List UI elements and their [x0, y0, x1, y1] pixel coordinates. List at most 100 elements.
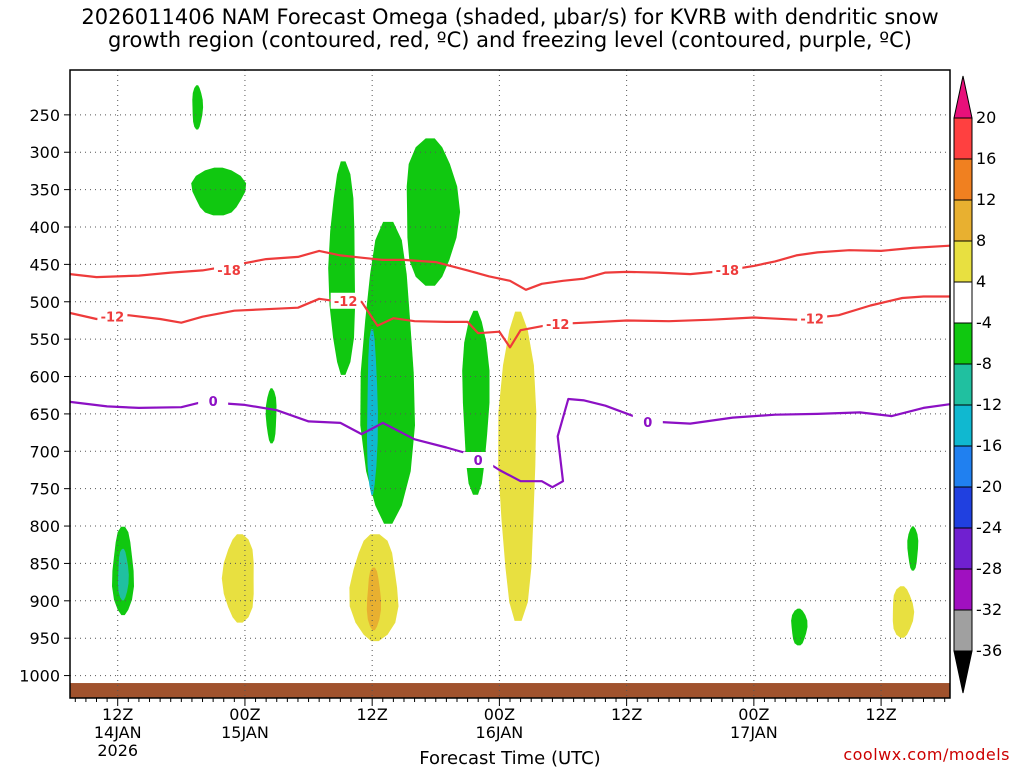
colorbar-label: -36: [976, 641, 1002, 660]
colorbar: 20 16 12 8 4 -4 -8 -12 -16 -20 -24 -28 -32 -36: [953, 75, 1002, 694]
colorbar-label: -8: [976, 354, 992, 373]
contour-label: 0: [209, 395, 218, 410]
colorbar-band: [953, 240, 973, 283]
y-tick-label: 1000: [19, 667, 60, 686]
contour-label-bg: [712, 262, 743, 279]
y-tick-label: 350: [29, 181, 60, 200]
contour-label-bg: [542, 315, 573, 332]
contour-label: 0: [474, 454, 483, 469]
colorbar-label: -12: [976, 395, 1002, 414]
contour-label: -12: [101, 310, 125, 325]
chart-title-line-1: 2026011406 NAM Forecast Omega (shaded, μ…: [81, 5, 939, 29]
colorbar-label: -32: [976, 600, 1002, 619]
contour-label-bg: [97, 308, 128, 325]
ground-surface: [70, 683, 950, 698]
contour-label-bg: [330, 292, 361, 309]
colorbar-label: -20: [976, 477, 1002, 496]
colorbar-bottom-arrow: [953, 650, 973, 694]
colorbar-band: [953, 609, 973, 652]
omega-region: [221, 534, 254, 623]
y-tick-label: 750: [29, 480, 60, 499]
omega-region: [462, 310, 490, 495]
contour-label-bg: [797, 310, 828, 327]
colorbar-label: 4: [976, 272, 986, 291]
colorbar-label: 12: [976, 190, 996, 209]
omega-region: [366, 567, 381, 631]
colorbar-band: [953, 199, 973, 242]
omega-region: [192, 85, 204, 130]
y-tick-label: 600: [29, 368, 60, 387]
colorbar-band: [953, 117, 973, 160]
omega-region: [406, 138, 461, 286]
chart-title-line-2: growth region (contoured, red, ºC) and f…: [108, 28, 912, 52]
colorbar-band: [953, 158, 973, 201]
y-tick-label: 250: [29, 106, 60, 125]
colorbar-top-arrow: [953, 75, 973, 119]
omega-region: [892, 586, 915, 638]
y-tick-label: 400: [29, 218, 60, 237]
chart-title: 2026011406 NAM Forecast Omega (shaded, μ…: [0, 6, 1020, 52]
y-tick-label: 900: [29, 592, 60, 611]
contour-line: [70, 397, 950, 489]
y-tick-label: 450: [29, 255, 60, 274]
contour-line: [70, 244, 950, 291]
x-axis-title: Forecast Time (UTC): [419, 748, 600, 768]
contour-label: -12: [546, 318, 570, 333]
colorbar-band: [953, 445, 973, 488]
omega-region: [907, 526, 919, 571]
colorbar-label: -28: [976, 559, 1002, 578]
contour-line: [70, 295, 950, 349]
y-tick-label: 500: [29, 293, 60, 312]
omega-shading-layer: [112, 85, 919, 646]
colorbar-band: [953, 404, 973, 447]
ground-layer: [70, 683, 950, 698]
colorbar-label: -24: [976, 518, 1002, 537]
x-tick-year: 2026: [97, 741, 138, 760]
x-tick-label: 00Z: [484, 705, 515, 724]
omega-region: [328, 161, 356, 375]
contour-label: -18: [217, 264, 241, 279]
omega-region: [118, 548, 129, 601]
y-tick-label: 950: [29, 629, 60, 648]
colorbar-band: [953, 486, 973, 529]
y-tick-label: 650: [29, 405, 60, 424]
x-tick-label: 12Z: [357, 705, 388, 724]
contour-label-bg: [214, 262, 245, 279]
contour-layer: -18 -18 -12 -12 -12 -12 0 0 0: [70, 244, 950, 489]
omega-region: [791, 608, 808, 646]
colorbar-label: -16: [976, 436, 1002, 455]
contour-label: -18: [716, 264, 740, 279]
y-tick-label: 800: [29, 517, 60, 536]
colorbar-band: [953, 322, 973, 365]
omega-region: [367, 329, 378, 495]
contour-label: -12: [800, 313, 824, 328]
colorbar-label: 16: [976, 149, 996, 168]
colorbar-band: [953, 281, 973, 324]
omega-region: [191, 167, 247, 216]
omega-region: [498, 311, 537, 621]
x-tick-date: 17JAN: [730, 723, 778, 742]
y-tick-label: 550: [29, 330, 60, 349]
colorbar-label: -4: [976, 313, 992, 332]
y-tick-label: 850: [29, 554, 60, 573]
y-tick-label: 700: [29, 442, 60, 461]
contour-label: -12: [334, 295, 358, 310]
contour-label-bg: [632, 413, 663, 430]
colorbar-band: [953, 363, 973, 406]
x-tick-label: 00Z: [229, 705, 260, 724]
colorbar-label: 8: [976, 231, 986, 250]
contour-label-bg: [198, 392, 229, 409]
colorbar-band: [953, 568, 973, 611]
y-tick-label: 300: [29, 143, 60, 162]
colorbar-label: 20: [976, 108, 996, 127]
gridline-layer: [70, 70, 950, 698]
x-tick-label: 00Z: [738, 705, 769, 724]
contour-label: 0: [643, 416, 652, 431]
x-tick-date: 14JAN: [94, 723, 142, 742]
credit-link[interactable]: coolwx.com/models: [843, 745, 1010, 764]
x-tick-date: 15JAN: [221, 723, 269, 742]
x-tick-label: 12Z: [611, 705, 642, 724]
colorbar-band: [953, 527, 973, 570]
